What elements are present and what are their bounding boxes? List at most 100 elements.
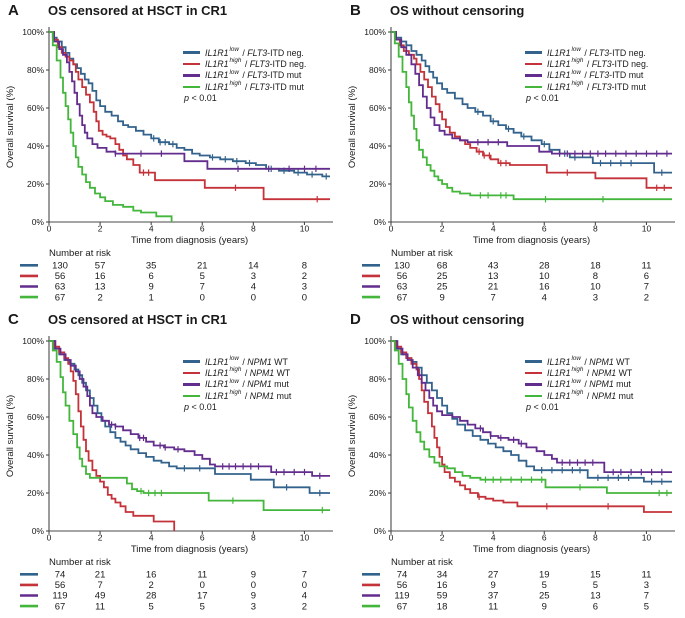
risk-count: 7 <box>644 591 649 602</box>
risk-count: 2 <box>302 271 307 282</box>
km-step-path <box>391 340 672 473</box>
legend-item: IL1R1high / FLT3-ITD mut <box>525 79 648 92</box>
risk-count: 9 <box>149 282 154 293</box>
risk-count: 10 <box>539 271 550 282</box>
km-step-path <box>49 340 176 531</box>
legend-swatch <box>183 394 200 398</box>
risk-count: 9 <box>542 601 547 612</box>
risk-count: 63 <box>55 282 66 293</box>
legend-label: IL1R1high / FLT3-ITD mut <box>547 79 646 92</box>
risk-count: 2 <box>302 601 307 612</box>
panel-title-a: OS censored at HSCT in CR1 <box>48 3 228 18</box>
risk-count: 13 <box>590 591 601 602</box>
y-tick-label: 0% <box>374 526 387 536</box>
risk-count: 19 <box>539 570 550 581</box>
risk-count: 16 <box>539 282 550 293</box>
number-at-risk-title: Number at risk <box>49 557 111 568</box>
risk-count: 18 <box>590 261 601 272</box>
legend-label: IL1R1low / FLT3-ITD neg. <box>547 45 646 58</box>
km-step-path <box>391 340 672 513</box>
risk-count: 5 <box>200 601 205 612</box>
p-value-c: p < 0.01 <box>184 402 217 412</box>
legend-swatch <box>525 85 542 89</box>
x-axis-title: Time from diagnosis (years) <box>473 235 590 246</box>
km-step-path <box>49 31 330 201</box>
km-plot-d: 0 2 4 6 8 100%20%40%60%80%100%Time from diagn… <box>347 336 675 612</box>
x-tick-label: 4 <box>149 224 154 234</box>
x-tick-label: 2 <box>98 224 103 234</box>
x-tick-label: 10 <box>642 224 652 234</box>
risk-count: 0 <box>200 292 205 303</box>
risk-count: 119 <box>52 591 67 602</box>
y-tick-label: 40% <box>369 141 386 151</box>
risk-count: 9 <box>439 292 444 303</box>
legend-item: IL1R1low / NPM1 WT <box>525 354 633 367</box>
p-symbol: p <box>184 93 190 103</box>
axis-labels: 0 2 4 6 8 100%20%40%60%80%100%Time from diagn… <box>5 27 309 246</box>
risk-count: 7 <box>491 292 496 303</box>
y-axis-title: Overall survival (%) <box>5 86 16 168</box>
risk-count: 43 <box>488 261 499 272</box>
p-value-text: < 0.01 <box>531 402 559 412</box>
legend-item: IL1R1low / FLT3-ITD neg. <box>183 46 306 58</box>
risk-count: 28 <box>146 591 157 602</box>
legend-label: IL1R1low / NPM1 mut <box>547 377 631 390</box>
x-axis-title: Time from diagnosis (years) <box>131 544 248 555</box>
legend-item: IL1R1high / NPM1 mut <box>525 389 633 401</box>
legend-item: IL1R1high / NPM1 WT <box>183 367 291 378</box>
risk-count: 59 <box>437 591 448 602</box>
x-tick-label: 4 <box>149 533 154 543</box>
axes <box>46 336 333 534</box>
legend-label: IL1R1high / FLT3-ITD neg. <box>547 57 649 70</box>
risk-count: 0 <box>302 580 307 591</box>
legend-item: IL1R1high / FLT3-ITD neg. <box>183 58 306 69</box>
p-value-d: p < 0.01 <box>526 402 559 412</box>
legend-swatch <box>525 394 542 398</box>
legend-item: IL1R1low / NPM1 mut <box>525 377 633 390</box>
risk-count: 25 <box>539 591 550 602</box>
legend-item: IL1R1high / FLT3-ITD mut <box>183 80 306 92</box>
y-tick-label: 0% <box>32 217 45 227</box>
x-axis-title: Time from diagnosis (years) <box>131 235 248 246</box>
x-tick-label: 4 <box>491 224 496 234</box>
number-at-risk-title: Number at risk <box>391 557 453 568</box>
y-tick-label: 100% <box>364 336 386 346</box>
risk-count: 3 <box>593 292 598 303</box>
axis-labels: 0 2 4 6 8 100%20%40%60%80%100%Time from diagn… <box>347 27 651 246</box>
x-tick-label: 8 <box>593 533 598 543</box>
panel-d: D OS without censoring 0 2 4 6 8 10 0% 20% 40% 60… <box>342 309 685 618</box>
risk-count: 4 <box>251 282 256 293</box>
legend-swatch <box>183 360 200 363</box>
risk-count: 21 <box>95 570 106 581</box>
y-tick-label: 80% <box>27 65 44 75</box>
p-value-text: < 0.01 <box>531 93 559 103</box>
risk-count: 25 <box>437 282 448 293</box>
risk-count: 67 <box>55 292 66 303</box>
y-tick-label: 20% <box>369 488 386 498</box>
risk-count: 3 <box>644 580 649 591</box>
risk-count: 28 <box>539 261 550 272</box>
km-step-path <box>49 340 330 477</box>
x-tick-label: 2 <box>98 533 103 543</box>
panel-title-d: OS without censoring <box>390 312 525 327</box>
p-symbol: p <box>526 402 532 412</box>
risk-count: 34 <box>437 570 448 581</box>
risk-count: 9 <box>251 570 256 581</box>
risk-count: 9 <box>491 580 496 591</box>
legend-b: IL1R1low / FLT3-ITD neg. IL1R1high / FLT3… <box>525 45 649 93</box>
legend-label: IL1R1low / NPM1 WT <box>547 354 630 367</box>
legend-c: IL1R1low / NPM1 WT IL1R1high / NPM1 WT IL1… <box>183 355 291 402</box>
panel-c: C OS censored at HSCT in CR1 0 2 4 6 8 10 0% 20… <box>0 309 342 618</box>
legend-label: IL1R1high / FLT3-ITD neg. <box>205 57 307 70</box>
risk-count: 56 <box>397 271 408 282</box>
km-step-path <box>391 31 672 201</box>
km-step-path <box>391 31 672 155</box>
x-tick-label: 0 <box>47 224 52 234</box>
risk-count: 11 <box>197 570 207 581</box>
legend-item: IL1R1low / FLT3-ITD neg. <box>525 45 648 58</box>
legend-swatch <box>525 360 542 363</box>
axis-labels: 0 2 4 6 8 100%20%40%60%80%100%Time from diagn… <box>5 336 309 555</box>
km-step-path <box>49 340 330 494</box>
